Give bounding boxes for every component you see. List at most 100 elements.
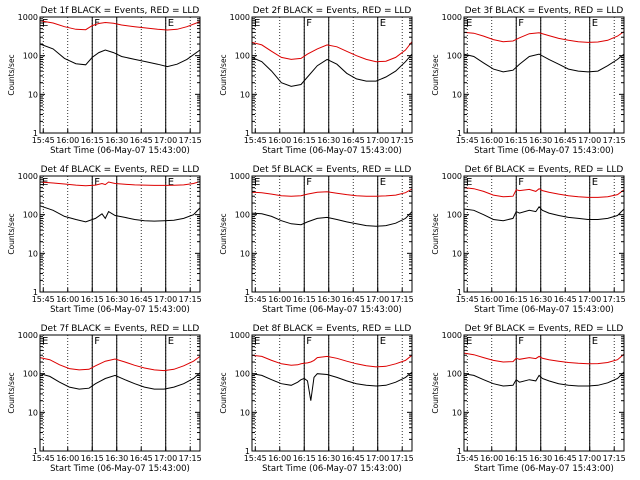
y-axis-label: Counts/sec (7, 54, 16, 95)
time-marker-label: E (168, 18, 174, 29)
x-tick-label: 15:45 (32, 454, 55, 463)
lld-series-line (251, 188, 413, 197)
x-tick-label: 17:15 (391, 295, 414, 304)
y-tick-label: 1 (457, 129, 462, 138)
y-tick-label: 1 (245, 288, 250, 297)
lld-series-line (463, 31, 625, 43)
plot-frame (39, 175, 201, 293)
y-tick-label: 10 (452, 408, 462, 417)
y-tick-label: 1000 (230, 172, 250, 181)
chart-panel: Det 5f BLACK = Events, RED = LLD E F E 1 10 10… (219, 165, 414, 315)
y-tick-label: 10 (452, 249, 462, 258)
events-series-line (39, 372, 201, 390)
events-series-line (463, 53, 625, 73)
time-marker-label: E (592, 18, 598, 29)
y-tick-label: 1000 (18, 13, 38, 22)
x-tick-label: 16:15 (505, 454, 528, 463)
time-marker-label: E (380, 336, 386, 347)
y-tick-label: 1000 (18, 172, 38, 181)
y-tick-label: 1 (33, 447, 38, 456)
chart-title: Det 6f BLACK = Events, RED = LLD (465, 165, 624, 175)
x-tick-label: 15:45 (244, 295, 267, 304)
x-tick-label: 16:15 (81, 295, 104, 304)
time-marker-label: E (42, 18, 48, 29)
x-tick-label: 16:15 (293, 136, 316, 145)
y-tick-label: 1 (457, 288, 462, 297)
x-axis-label: Start Time (06-May-07 15:43:00) (50, 146, 190, 156)
x-tick-label: 17:15 (603, 295, 626, 304)
events-series-line (251, 53, 413, 87)
x-tick-label: 17:00 (154, 136, 177, 145)
lld-series-line (39, 20, 201, 31)
events-series-line (463, 371, 625, 387)
y-tick-label: 1000 (230, 13, 250, 22)
chart-panel: Det 3f BLACK = Events, RED = LLD E F E 1 10 10… (431, 6, 626, 156)
y-axis-label: Counts/sec (7, 213, 16, 254)
x-tick-label: 16:00 (56, 454, 79, 463)
x-tick-label: 16:00 (480, 295, 503, 304)
time-marker-label: E (466, 18, 472, 29)
time-marker-label: E (592, 177, 598, 188)
x-tick-label: 16:45 (342, 454, 365, 463)
x-tick-label: 17:00 (366, 295, 389, 304)
x-tick-label: 16:45 (554, 136, 577, 145)
events-series-line (463, 206, 625, 222)
x-tick-label: 17:15 (391, 454, 414, 463)
chart-title: Det 2f BLACK = Events, RED = LLD (253, 6, 412, 16)
events-series-line (251, 371, 413, 401)
x-tick-label: 16:45 (130, 454, 153, 463)
time-marker-label: E (168, 336, 174, 347)
y-tick-label: 10 (240, 408, 250, 417)
y-tick-label: 1 (457, 447, 462, 456)
x-tick-label: 16:30 (317, 295, 340, 304)
y-axis-label: Counts/sec (431, 54, 440, 95)
time-marker-label: F (518, 18, 524, 29)
x-tick-label: 16:30 (105, 136, 128, 145)
chart-panel: Det 2f BLACK = Events, RED = LLD E F E 1 10 10… (219, 6, 414, 156)
x-tick-label: 16:30 (529, 295, 552, 304)
y-tick-label: 100 (23, 370, 38, 379)
x-tick-label: 16:45 (554, 295, 577, 304)
time-marker-label: F (306, 18, 312, 29)
chart-title: Det 4f BLACK = Events, RED = LLD (41, 165, 200, 175)
chart-title: Det 8f BLACK = Events, RED = LLD (253, 324, 412, 334)
x-tick-label: 16:45 (130, 295, 153, 304)
y-axis-label: Counts/sec (219, 54, 228, 95)
x-tick-label: 15:45 (244, 454, 267, 463)
y-tick-label: 10 (240, 90, 250, 99)
x-tick-label: 16:00 (268, 295, 291, 304)
y-tick-label: 10 (240, 249, 250, 258)
x-axis-label: Start Time (06-May-07 15:43:00) (262, 464, 402, 474)
x-tick-label: 17:15 (603, 454, 626, 463)
chart-panel: Det 8f BLACK = Events, RED = LLD E F E 1 10 10… (219, 324, 414, 474)
time-marker-label: F (306, 177, 312, 188)
time-marker-label: F (94, 177, 100, 188)
lld-series-line (39, 181, 201, 187)
x-tick-label: 17:15 (603, 136, 626, 145)
x-tick-label: 16:30 (529, 454, 552, 463)
x-tick-label: 17:15 (391, 136, 414, 145)
y-axis-label: Counts/sec (431, 372, 440, 413)
y-tick-label: 100 (23, 211, 38, 220)
y-tick-label: 1000 (442, 13, 462, 22)
x-tick-label: 16:15 (505, 136, 528, 145)
x-tick-label: 16:30 (105, 295, 128, 304)
plot-frame (39, 334, 201, 452)
plot-frame (463, 175, 625, 293)
x-tick-label: 16:00 (56, 136, 79, 145)
y-tick-label: 1 (245, 447, 250, 456)
y-tick-label: 10 (452, 90, 462, 99)
y-tick-label: 10 (28, 408, 38, 417)
x-tick-label: 16:45 (342, 136, 365, 145)
events-series-line (251, 211, 413, 227)
time-marker-label: F (94, 336, 100, 347)
chart-panel: Det 7f BLACK = Events, RED = LLD E F E 1 10 10… (7, 324, 202, 474)
chart-title: Det 3f BLACK = Events, RED = LLD (465, 6, 624, 16)
time-marker-label: E (380, 18, 386, 29)
time-marker-label: E (380, 177, 386, 188)
x-tick-label: 15:45 (244, 136, 267, 145)
x-tick-label: 16:00 (480, 136, 503, 145)
chart-title: Det 5f BLACK = Events, RED = LLD (253, 165, 412, 175)
x-tick-label: 15:45 (32, 136, 55, 145)
